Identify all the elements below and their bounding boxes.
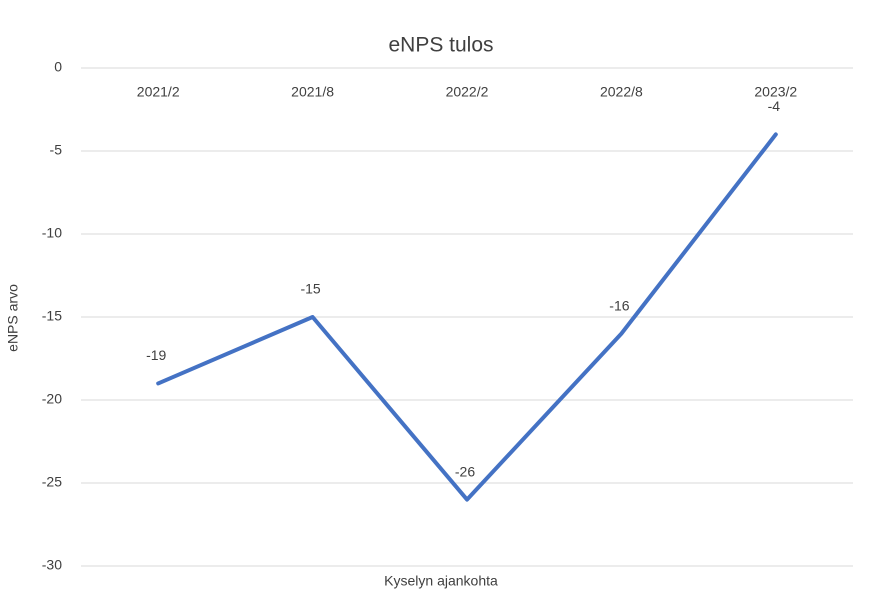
x-axis-label: Kyselyn ajankohta (384, 573, 498, 589)
y-tick-label: -20 (42, 391, 62, 407)
x-tick-label: 2022/2 (446, 84, 489, 100)
y-axis-label: eNPS arvo (5, 284, 21, 352)
chart-title: eNPS tulos (388, 34, 493, 57)
data-label: -4 (768, 98, 781, 114)
y-tick-label: -25 (42, 474, 62, 490)
y-tick-label: -5 (50, 142, 63, 158)
y-tick-label: -30 (42, 557, 62, 573)
y-tick-label: 0 (54, 59, 62, 75)
y-tick-label: -10 (42, 225, 62, 241)
y-tick-label: -15 (42, 308, 62, 324)
data-label: -19 (146, 347, 166, 363)
x-tick-label: 2021/2 (137, 84, 180, 100)
line (156, 132, 778, 502)
data-label: -16 (609, 297, 629, 313)
data-label: -26 (455, 463, 475, 479)
x-tick-label: 2022/8 (600, 84, 643, 100)
data-label: -15 (300, 281, 320, 297)
x-tick-label: 2023/2 (754, 84, 797, 100)
x-tick-label: 2021/8 (291, 84, 334, 100)
